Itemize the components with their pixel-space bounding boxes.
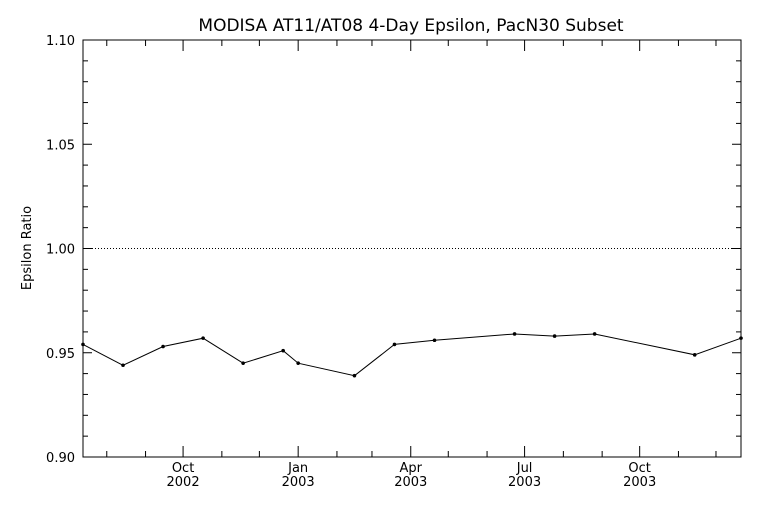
x-tick-month-label: Jul [516, 461, 533, 476]
data-point [512, 332, 517, 336]
series-line [82, 333, 742, 377]
axis-ticks [83, 39, 741, 458]
x-tick-month-label: Oct [628, 461, 650, 476]
data-point [161, 344, 165, 349]
y-axis-label: Epsilon Ratio [20, 206, 35, 290]
data-point [241, 361, 245, 365]
data-point [552, 334, 557, 338]
data-point [739, 336, 743, 340]
plot-frame [82, 39, 742, 458]
data-point [592, 332, 597, 336]
data-point [296, 361, 300, 365]
x-tick-year-label: 2003 [394, 475, 427, 490]
data-point [121, 363, 125, 368]
data-point [281, 348, 285, 353]
x-tick-year-label: 2003 [623, 475, 656, 490]
data-point [392, 342, 397, 347]
data-point [201, 336, 205, 340]
series-layer [81, 332, 743, 378]
x-tick-month-label: Oct [172, 461, 194, 476]
chart-title: MODISA AT11/AT08 4-Day Epsilon, PacN30 S… [198, 16, 623, 36]
x-tick-month-label: Jan [287, 461, 308, 476]
data-point [432, 338, 437, 343]
data-point [81, 342, 85, 347]
y-tick-label: 1.00 [46, 243, 75, 258]
data-point [352, 373, 357, 378]
y-tick-label: 1.10 [46, 34, 75, 49]
x-tick-month-label: Apr [399, 461, 422, 476]
y-tick-label: 0.90 [46, 451, 75, 466]
data-point [692, 353, 697, 357]
x-tick-year-label: 2003 [508, 475, 541, 490]
y-tick-label: 1.05 [46, 138, 75, 153]
tick-labels: 0.900.951.001.051.10Oct2002Jan2003Apr200… [46, 34, 656, 490]
x-tick-year-label: 2002 [167, 475, 200, 490]
x-tick-year-label: 2003 [282, 475, 315, 490]
y-tick-label: 0.95 [46, 347, 75, 362]
